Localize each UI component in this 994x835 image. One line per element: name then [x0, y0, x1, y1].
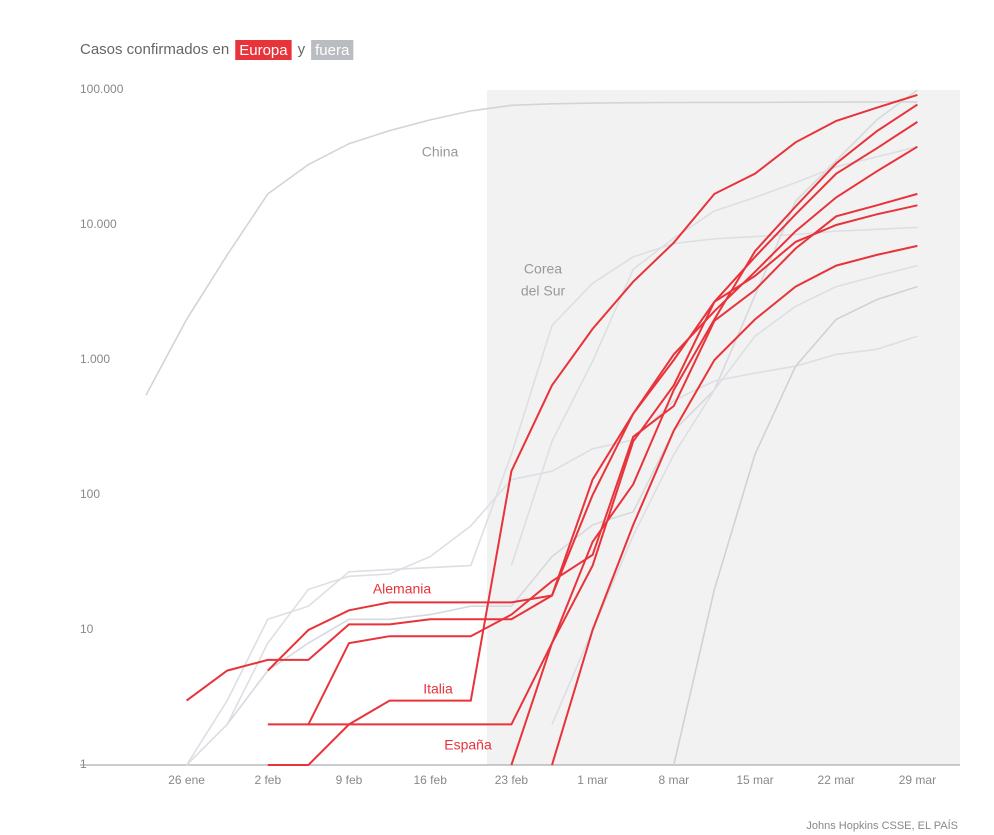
series-line	[186, 145, 918, 702]
annotation: del Sur	[521, 283, 566, 299]
x-tick-label: 23 feb	[495, 773, 529, 787]
x-tick-label: 1 mar	[577, 773, 608, 787]
legend-label: Europa	[239, 42, 288, 59]
shaded-period	[487, 90, 960, 765]
legend-swatch	[235, 40, 292, 60]
x-tick-label: 26 ene	[168, 773, 205, 787]
y-tick-label: 100.000	[80, 82, 124, 96]
series-line	[551, 264, 918, 725]
x-tick-label: 29 mar	[899, 773, 936, 787]
y-tick-label: 1	[80, 757, 87, 771]
annotation: Italia	[423, 681, 453, 697]
x-tick-label: 8 mar	[658, 773, 689, 787]
annotation: Corea	[524, 261, 562, 277]
annotation: China	[422, 144, 459, 160]
series-line	[267, 192, 918, 726]
y-tick-label: 10.000	[80, 217, 117, 231]
x-tick-label: 2 feb	[254, 773, 281, 787]
series-line	[510, 145, 918, 566]
y-tick-label: 10	[80, 622, 94, 636]
legend-label: fuera	[315, 42, 350, 59]
y-tick-label: 100	[80, 487, 100, 501]
series-line	[145, 101, 918, 396]
annotation: España	[444, 737, 492, 753]
legend-joiner: y	[298, 41, 306, 58]
chart-title: Casos confirmados en	[80, 41, 229, 58]
series-line	[185, 226, 918, 766]
series-line	[267, 121, 918, 672]
series-line	[267, 103, 918, 766]
y-tick-label: 1.000	[80, 352, 110, 366]
x-tick-label: 16 feb	[414, 773, 448, 787]
series-line	[308, 93, 918, 726]
x-tick-label: 15 mar	[736, 773, 773, 787]
x-tick-label: 9 feb	[336, 773, 363, 787]
series-line	[186, 89, 918, 766]
series-line	[510, 204, 918, 766]
series-line	[673, 285, 918, 766]
annotation: Alemania	[373, 581, 432, 597]
x-tick-label: 22 mar	[818, 773, 855, 787]
source: Johns Hopkins CSSE, EL PAÍS	[806, 819, 958, 832]
series-line	[551, 244, 918, 766]
legend-swatch	[311, 40, 354, 60]
